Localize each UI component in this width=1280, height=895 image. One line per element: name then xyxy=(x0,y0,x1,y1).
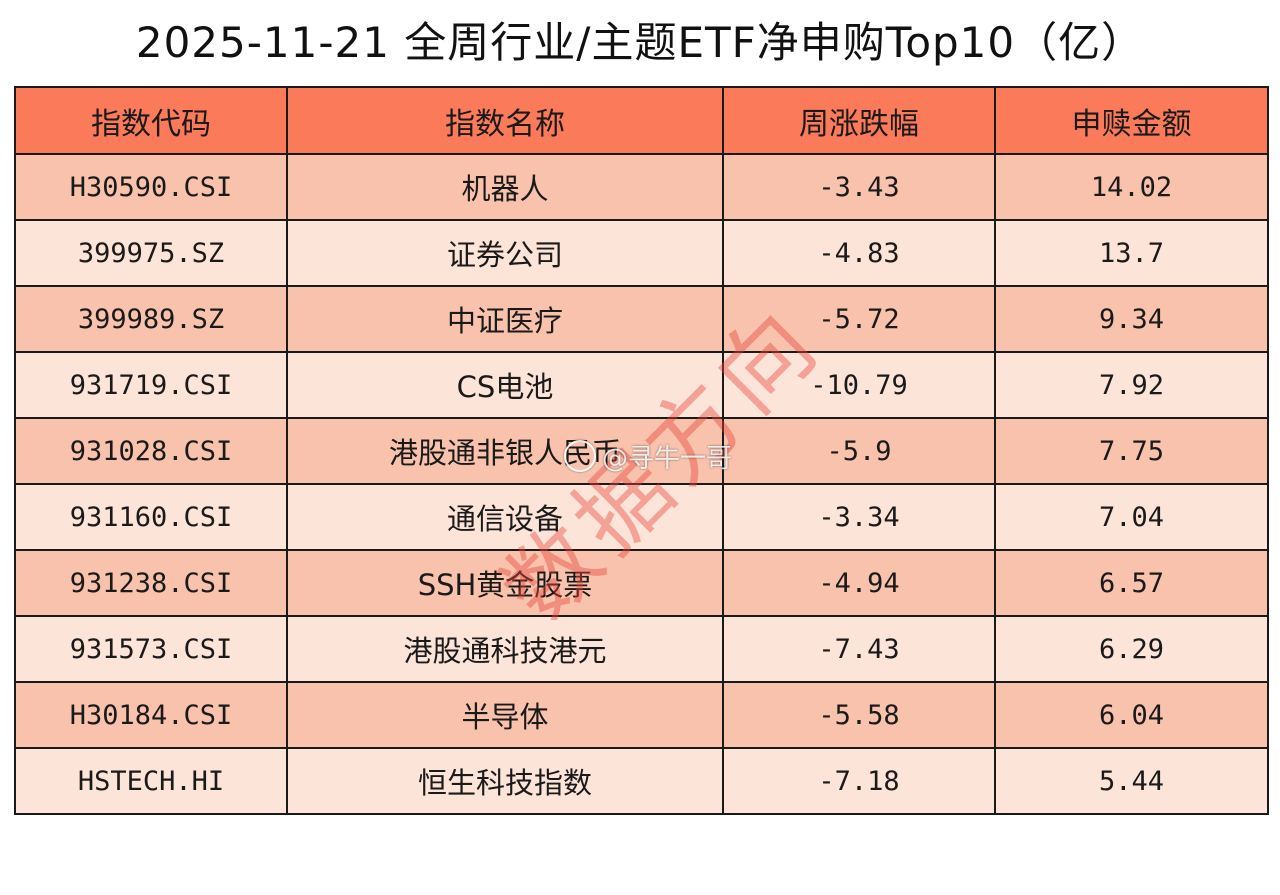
index-name-cell: SSH黄金股票 xyxy=(286,549,724,617)
index-code-cell: 399975.SZ xyxy=(14,219,288,287)
index-name-cell: 港股通非银人民币 xyxy=(286,417,724,485)
weekly-change-cell: -4.83 xyxy=(722,219,996,287)
net-subscription-cell: 5.44 xyxy=(994,747,1269,815)
weekly-change-cell: -3.34 xyxy=(722,483,996,551)
table-row: H30184.CSI 半导体 -5.58 6.04 xyxy=(14,681,1269,749)
weekly-change-cell: -7.43 xyxy=(722,615,996,683)
header-net-subscription: 申赎金额 xyxy=(994,86,1269,155)
index-name-cell: 港股通科技港元 xyxy=(286,615,724,683)
table-row: 399989.SZ 中证医疗 -5.72 9.34 xyxy=(14,285,1269,353)
table-row: H30590.CSI 机器人 -3.43 14.02 xyxy=(14,153,1269,221)
index-code-cell: H30590.CSI xyxy=(14,153,288,221)
table-row: 931719.CSI CS电池 -10.79 7.92 xyxy=(14,351,1269,419)
index-name-cell: 证券公司 xyxy=(286,219,724,287)
net-subscription-cell: 7.92 xyxy=(994,351,1269,419)
index-code-cell: 931028.CSI xyxy=(14,417,288,485)
weekly-change-cell: -7.18 xyxy=(722,747,996,815)
weekly-change-cell: -5.72 xyxy=(722,285,996,353)
net-subscription-cell: 7.75 xyxy=(994,417,1269,485)
header-index-code: 指数代码 xyxy=(14,86,288,155)
net-subscription-cell: 7.04 xyxy=(994,483,1269,551)
net-subscription-cell: 6.04 xyxy=(994,681,1269,749)
index-name-cell: 通信设备 xyxy=(286,483,724,551)
table-header-row: 指数代码 指数名称 周涨跌幅 申赎金额 xyxy=(14,86,1269,155)
net-subscription-cell: 14.02 xyxy=(994,153,1269,221)
index-code-cell: H30184.CSI xyxy=(14,681,288,749)
net-subscription-cell: 6.29 xyxy=(994,615,1269,683)
weekly-change-cell: -5.58 xyxy=(722,681,996,749)
header-weekly-change: 周涨跌幅 xyxy=(722,86,996,155)
index-code-cell: 931573.CSI xyxy=(14,615,288,683)
net-subscription-cell: 9.34 xyxy=(994,285,1269,353)
weekly-change-cell: -10.79 xyxy=(722,351,996,419)
table-row: HSTECH.HI 恒生科技指数 -7.18 5.44 xyxy=(14,747,1269,815)
index-name-cell: 恒生科技指数 xyxy=(286,747,724,815)
table-row: 931238.CSI SSH黄金股票 -4.94 6.57 xyxy=(14,549,1269,617)
net-subscription-cell: 13.7 xyxy=(994,219,1269,287)
index-code-cell: 931160.CSI xyxy=(14,483,288,551)
index-name-cell: 中证医疗 xyxy=(286,285,724,353)
index-code-cell: HSTECH.HI xyxy=(14,747,288,815)
chart-title: 2025-11-21 全周行业/主题ETF净申购Top10（亿） xyxy=(135,18,1145,67)
table-row: 931028.CSI 港股通非银人民币 -5.9 7.75 xyxy=(14,417,1269,485)
index-name-cell: CS电池 xyxy=(286,351,724,419)
index-name-cell: 半导体 xyxy=(286,681,724,749)
weekly-change-cell: -5.9 xyxy=(722,417,996,485)
index-code-cell: 931719.CSI xyxy=(14,351,288,419)
weekly-change-cell: -3.43 xyxy=(722,153,996,221)
weekly-change-cell: -4.94 xyxy=(722,549,996,617)
table-row: 931160.CSI 通信设备 -3.34 7.04 xyxy=(14,483,1269,551)
net-subscription-cell: 6.57 xyxy=(994,549,1269,617)
index-name-cell: 机器人 xyxy=(286,153,724,221)
index-code-cell: 399989.SZ xyxy=(14,285,288,353)
header-index-name: 指数名称 xyxy=(286,86,724,155)
etf-table: 指数代码 指数名称 周涨跌幅 申赎金额 H30590.CSI 机器人 -3.43 14… xyxy=(14,86,1269,815)
table-row: 931573.CSI 港股通科技港元 -7.43 6.29 xyxy=(14,615,1269,683)
index-code-cell: 931238.CSI xyxy=(14,549,288,617)
table-row: 399975.SZ 证券公司 -4.83 13.7 xyxy=(14,219,1269,287)
